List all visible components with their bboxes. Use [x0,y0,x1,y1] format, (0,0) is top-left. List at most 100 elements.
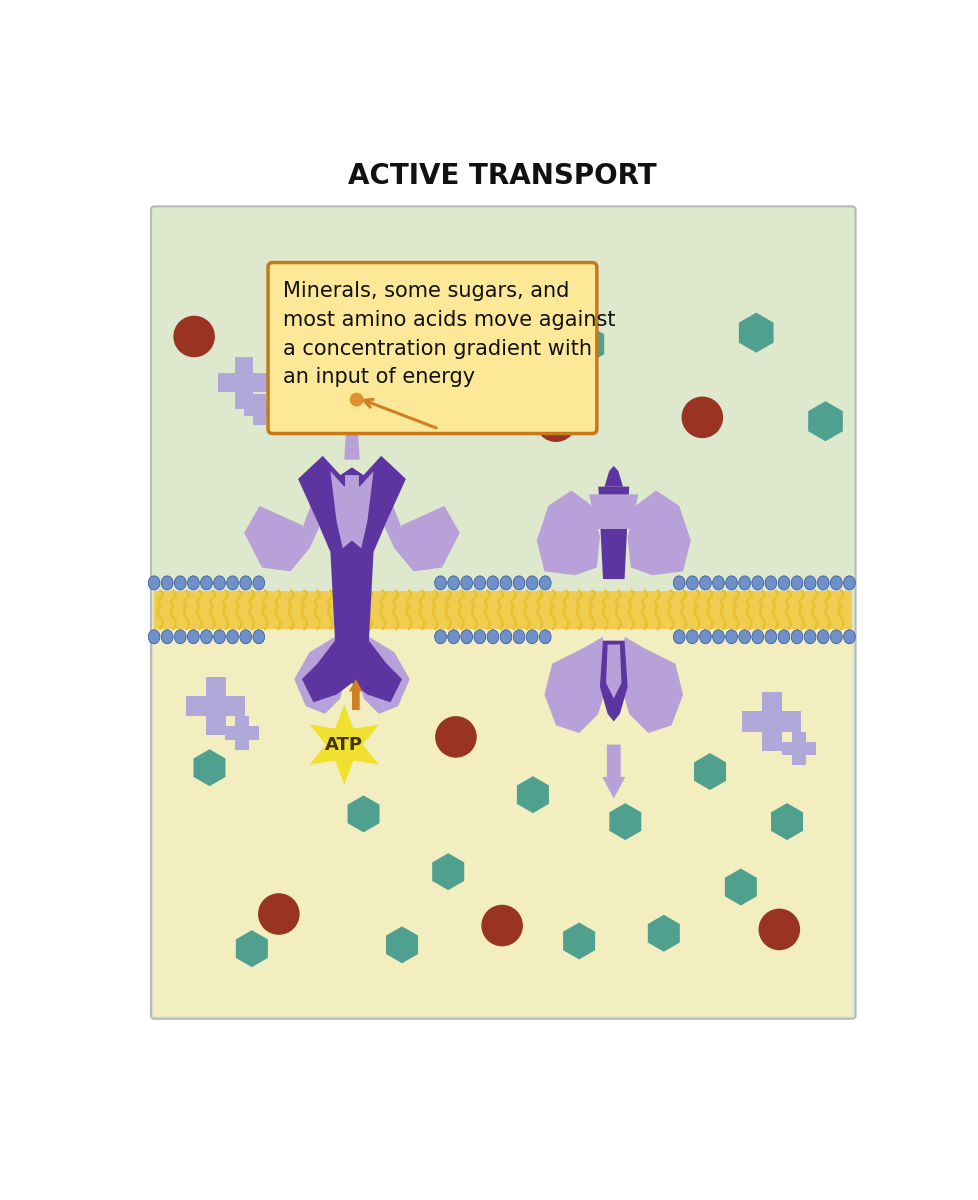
Ellipse shape [252,576,264,590]
Bar [154,590,852,629]
Polygon shape [562,923,595,960]
Ellipse shape [843,630,855,643]
Polygon shape [261,482,329,571]
Polygon shape [385,926,418,964]
Ellipse shape [227,630,239,643]
Ellipse shape [500,576,511,590]
Ellipse shape [712,630,724,643]
FancyArrow shape [340,475,363,536]
Ellipse shape [817,576,828,590]
Ellipse shape [148,576,159,590]
Ellipse shape [778,630,789,643]
Ellipse shape [200,576,212,590]
Polygon shape [693,754,726,790]
Ellipse shape [526,576,537,590]
Circle shape [434,716,476,757]
Ellipse shape [829,576,841,590]
Ellipse shape [161,576,173,590]
Ellipse shape [725,630,736,643]
Polygon shape [589,494,638,529]
Polygon shape [621,637,683,733]
Polygon shape [194,749,225,786]
Polygon shape [627,491,690,575]
Ellipse shape [512,630,524,643]
Ellipse shape [473,630,485,643]
Ellipse shape [817,630,828,643]
Ellipse shape [461,576,472,590]
Polygon shape [544,637,605,733]
Ellipse shape [764,630,776,643]
Ellipse shape [148,630,159,643]
Ellipse shape [252,576,264,590]
Ellipse shape [213,630,225,643]
Ellipse shape [434,576,446,590]
Polygon shape [347,796,379,833]
Polygon shape [344,383,359,460]
Bar [186,696,244,716]
Ellipse shape [699,630,710,643]
Ellipse shape [240,630,251,643]
Polygon shape [431,853,464,890]
Ellipse shape [500,630,511,643]
Ellipse shape [500,576,511,590]
Ellipse shape [434,630,446,643]
Ellipse shape [725,630,736,643]
Ellipse shape [725,576,736,590]
Ellipse shape [188,630,199,643]
Polygon shape [516,776,549,814]
Polygon shape [330,472,374,548]
Ellipse shape [161,630,173,643]
Ellipse shape [843,576,855,590]
Ellipse shape [461,576,472,590]
Ellipse shape [804,630,815,643]
Ellipse shape [686,576,697,590]
Ellipse shape [751,630,763,643]
Circle shape [681,396,723,438]
Ellipse shape [434,576,446,590]
Ellipse shape [790,630,802,643]
Circle shape [258,893,299,935]
Bar [780,742,815,755]
Ellipse shape [764,576,776,590]
FancyArrow shape [348,679,363,710]
Polygon shape [724,869,756,906]
Ellipse shape [829,576,841,590]
Ellipse shape [751,576,763,590]
Ellipse shape [487,630,498,643]
Bar [244,403,275,416]
Ellipse shape [778,576,789,590]
Bar [761,692,780,751]
Ellipse shape [738,630,750,643]
Ellipse shape [764,630,776,643]
Ellipse shape [213,630,225,643]
Ellipse shape [174,630,186,643]
Bar [253,395,265,425]
Ellipse shape [804,630,815,643]
Ellipse shape [817,576,828,590]
Ellipse shape [539,630,551,643]
Ellipse shape [712,630,724,643]
Text: ACTIVE TRANSPORT: ACTIVE TRANSPORT [347,162,656,191]
Ellipse shape [148,630,159,643]
Bar [235,356,253,409]
Ellipse shape [487,576,498,590]
Ellipse shape [673,576,685,590]
Ellipse shape [539,576,551,590]
Ellipse shape [473,576,485,590]
Ellipse shape [487,630,498,643]
Ellipse shape [699,576,710,590]
Ellipse shape [673,630,685,643]
Ellipse shape [487,576,498,590]
Ellipse shape [804,576,815,590]
Ellipse shape [512,576,524,590]
Ellipse shape [148,576,159,590]
Ellipse shape [539,630,551,643]
Ellipse shape [673,630,685,643]
Ellipse shape [526,576,537,590]
Polygon shape [244,506,309,569]
Ellipse shape [817,630,828,643]
Ellipse shape [829,630,841,643]
Ellipse shape [227,576,239,590]
Ellipse shape [473,630,485,643]
Ellipse shape [699,630,710,643]
